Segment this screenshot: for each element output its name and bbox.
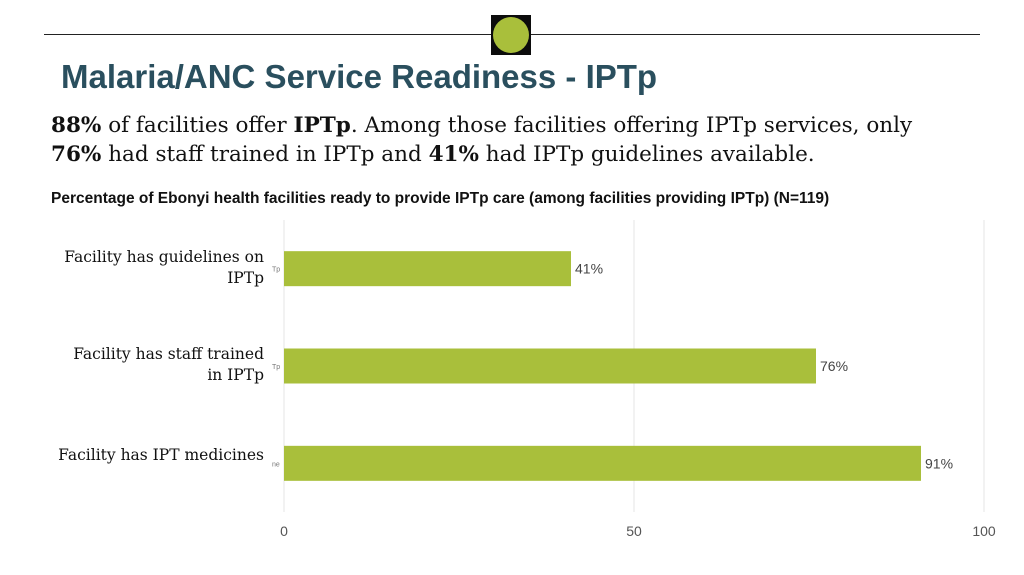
- category-label-line: Facility has staff trained: [73, 345, 264, 363]
- summary-offer-term: IPTp: [293, 113, 351, 138]
- summary-text: 88% of facilities offer IPTp. Among thos…: [51, 111, 951, 169]
- category-label-0: Facility has guidelines on IPTp: [34, 247, 264, 289]
- category-label-1: Facility has staff trained in IPTp: [34, 344, 264, 386]
- summary-trained-value: 76%: [51, 142, 102, 167]
- data-label-0: 41%: [575, 261, 603, 277]
- logo: [491, 15, 531, 55]
- summary-offer-text: of facilities offer: [101, 113, 294, 138]
- summary-trained-text: had staff trained in IPTp and: [101, 142, 429, 167]
- category-label-line: IPTp: [227, 268, 264, 287]
- inner-label-0: Tp: [272, 267, 280, 274]
- inner-label-2: ne: [272, 461, 280, 468]
- chart-title: Percentage of Ebonyi health facilities r…: [51, 190, 830, 207]
- bar-2: [284, 445, 921, 481]
- summary-guidelines-value: 41%: [428, 142, 479, 167]
- summary-offer-value: 88%: [51, 113, 102, 138]
- data-label-1: 76%: [820, 358, 848, 374]
- x-tick-label-1: 50: [626, 523, 642, 539]
- category-label-2: Facility has IPT medicines: [34, 445, 264, 466]
- summary-offer-text-2: . Among those facilities offering IPTp s…: [350, 113, 913, 138]
- page-title: Malaria/ANC Service Readiness - IPTp: [61, 58, 658, 95]
- x-tick-label-0: 0: [280, 523, 288, 539]
- data-label-2: 91%: [925, 455, 953, 471]
- category-label-line: Facility has guidelines on: [64, 247, 264, 266]
- category-label-line: Facility has IPT medicines: [58, 446, 264, 465]
- logo-circle-icon: [493, 17, 529, 53]
- x-tick-label-2: 100: [972, 523, 996, 539]
- category-label-line: in IPTp: [207, 366, 264, 384]
- bar-1: [284, 348, 816, 384]
- inner-label-1: Tp: [272, 364, 280, 371]
- summary-guidelines-text: had IPTp guidelines available.: [478, 142, 815, 167]
- bar-0: [284, 251, 571, 287]
